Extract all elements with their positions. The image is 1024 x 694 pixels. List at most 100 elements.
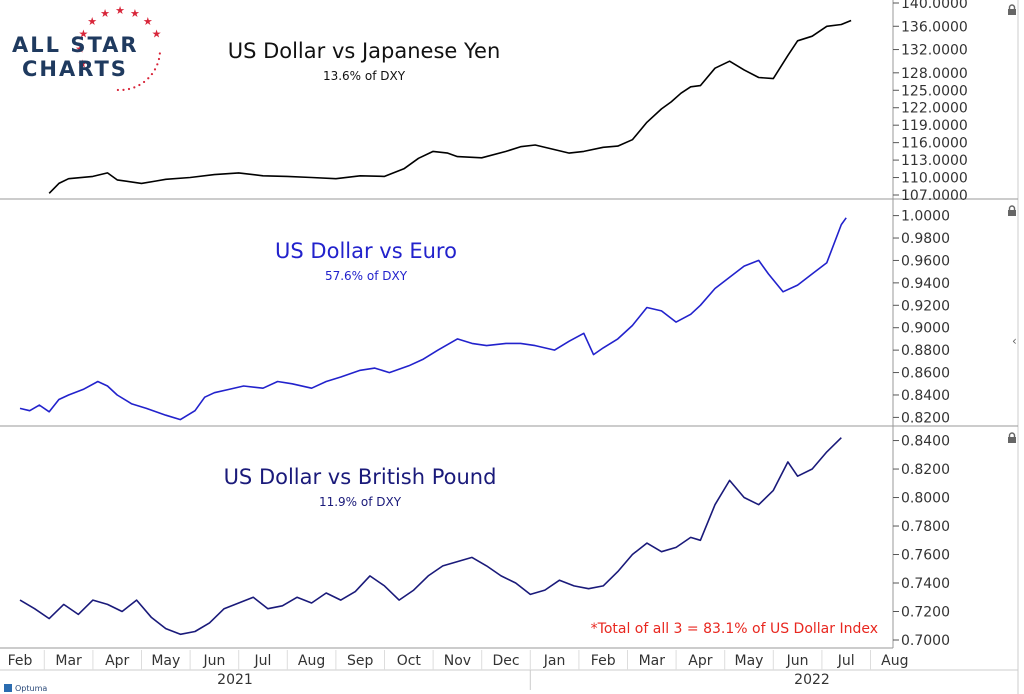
- y-tick-label: 0.8400: [901, 388, 950, 404]
- y-tick-label: 1.0000: [901, 209, 950, 225]
- x-tick-label: Oct: [397, 653, 422, 669]
- logo-dot: [157, 57, 161, 61]
- y-tick-label: 0.8600: [901, 366, 950, 382]
- x-tick-label: Aug: [298, 653, 325, 669]
- x-tick-label: Feb: [591, 653, 616, 669]
- lock-icon[interactable]: [1008, 4, 1016, 15]
- y-tick-label: 0.9000: [901, 321, 950, 337]
- logo-star-icon: ★: [130, 8, 140, 20]
- y-tick-label: 107.0000: [901, 188, 968, 204]
- logo-star-icon: ★: [115, 5, 125, 17]
- logo-dot: [116, 88, 120, 92]
- x-tick-label: Sep: [347, 653, 374, 669]
- logo-dot: [158, 52, 161, 55]
- x-tick-label: May: [735, 653, 764, 669]
- panel-3: 0.7000 0.7200 0.7400 0.7600 0.7800 0.8000 0.82…: [19, 432, 1016, 649]
- logo-star-icon: ★: [75, 44, 85, 56]
- x-tick-label: Feb: [8, 653, 33, 669]
- logo-dot: [153, 68, 157, 71]
- y-tick-label: 0.7000: [901, 633, 950, 649]
- logo-dot: [150, 72, 154, 76]
- y-tick-label: 122.0000: [901, 101, 968, 117]
- y-tick-label: 0.9800: [901, 231, 950, 247]
- footnote: *Total of all 3 = 83.1% of US Dollar Ind…: [591, 621, 878, 637]
- x-tick-label: Mar: [639, 653, 666, 669]
- logo-dot: [138, 83, 141, 87]
- y-tick-label: 0.9200: [901, 298, 950, 314]
- y-tick-label: 0.8000: [901, 491, 950, 507]
- x-tick-label: Jun: [786, 653, 809, 669]
- optuma-icon: [4, 684, 12, 692]
- y-tick-label: 0.7400: [901, 576, 950, 592]
- optuma-badge: Optuma: [4, 684, 47, 693]
- x-tick-label: Dec: [492, 653, 519, 669]
- optuma-label: Optuma: [15, 684, 47, 693]
- logo-star-icon: ★: [77, 59, 87, 71]
- y-tick-label: 0.9400: [901, 276, 950, 292]
- x-year-label: 2021: [217, 672, 253, 688]
- all-star-charts-logo: ★★★★★ ★ ★★★ ALL STAR CHARTS: [12, 5, 162, 92]
- y-tick-label: 0.7600: [901, 548, 950, 564]
- y-tick-label: 116.0000: [901, 136, 968, 152]
- logo-star-icon: ★: [143, 16, 153, 28]
- y-tick-label: 140.0000: [901, 0, 968, 12]
- panel-2: 0.8200 0.8400 0.8600 0.8800 0.9000 0.9200 0.94…: [0, 205, 1018, 427]
- y-tick-label: 0.8200: [901, 410, 950, 426]
- y-tick-label: 119.0000: [901, 118, 968, 134]
- logo-line-1: ALL STAR: [12, 33, 139, 57]
- chart-subtitle: 13.6% of DXY: [323, 69, 406, 83]
- x-tick-label: Jul: [837, 653, 855, 669]
- y-tick-label: 136.0000: [901, 19, 968, 35]
- collapse-arrow-icon[interactable]: ‹: [1012, 334, 1017, 348]
- y-tick-label: 125.0000: [901, 83, 968, 99]
- x-tick-label: Apr: [688, 653, 712, 669]
- y-tick-label: 132.0000: [901, 43, 968, 59]
- y-tick-label: 0.8800: [901, 343, 950, 359]
- x-tick-label: Nov: [444, 653, 471, 669]
- y-tick-label: 0.7200: [901, 605, 950, 621]
- series-line: [48, 19, 852, 194]
- y-tick-label: 128.0000: [901, 66, 968, 82]
- x-tick-label: Aug: [881, 653, 908, 669]
- chart-title: US Dollar vs British Pound: [224, 465, 497, 489]
- y-tick-label: 0.7800: [901, 519, 950, 535]
- y-tick-label: 113.0000: [901, 153, 968, 169]
- x-tick-label: Mar: [55, 653, 82, 669]
- y-tick-label: 110.0000: [901, 171, 968, 187]
- logo-stars: ★★★★★ ★ ★★★: [75, 5, 162, 92]
- chart-title: US Dollar vs Euro: [275, 239, 457, 263]
- logo-dot: [147, 77, 150, 80]
- lock-icon[interactable]: [1008, 432, 1016, 443]
- x-tick-label: Jul: [254, 653, 272, 669]
- chart-subtitle: 57.6% of DXY: [325, 269, 408, 283]
- x-tick-label: Apr: [105, 653, 129, 669]
- series-line: [19, 217, 847, 421]
- logo-dot: [133, 86, 136, 89]
- logo-star-icon: ★: [87, 16, 97, 28]
- lock-icon[interactable]: [1008, 205, 1016, 216]
- logo-star-icon: ★: [152, 29, 162, 41]
- y-axis: 0.8200 0.8400 0.8600 0.8800 0.9000 0.9200 0.94…: [893, 209, 950, 426]
- x-axis: Feb Mar Apr May Jun Jul Aug Sep Oct Nov Dec Jan Feb M…: [0, 647, 1018, 690]
- series-line: [19, 437, 842, 636]
- x-year-label: 2022: [794, 672, 830, 688]
- x-tick-label: Jan: [543, 653, 566, 669]
- logo-line-2: CHARTS: [22, 57, 128, 81]
- chart-subtitle: 11.9% of DXY: [319, 495, 402, 509]
- chart-title: US Dollar vs Japanese Yen: [228, 39, 501, 63]
- y-tick-label: 0.8200: [901, 462, 950, 478]
- y-axis: 0.7000 0.7200 0.7400 0.7600 0.7800 0.8000 0.82…: [893, 434, 950, 649]
- x-tick-label: May: [151, 653, 180, 669]
- logo-dot: [122, 88, 125, 91]
- y-tick-label: 0.8400: [901, 434, 950, 450]
- logo-dot: [156, 63, 159, 66]
- logo-star-icon: ★: [79, 29, 89, 41]
- x-tick-label: Jun: [202, 653, 225, 669]
- logo-dot: [142, 80, 146, 84]
- logo-star-icon: ★: [100, 8, 110, 20]
- y-tick-label: 0.9600: [901, 253, 950, 269]
